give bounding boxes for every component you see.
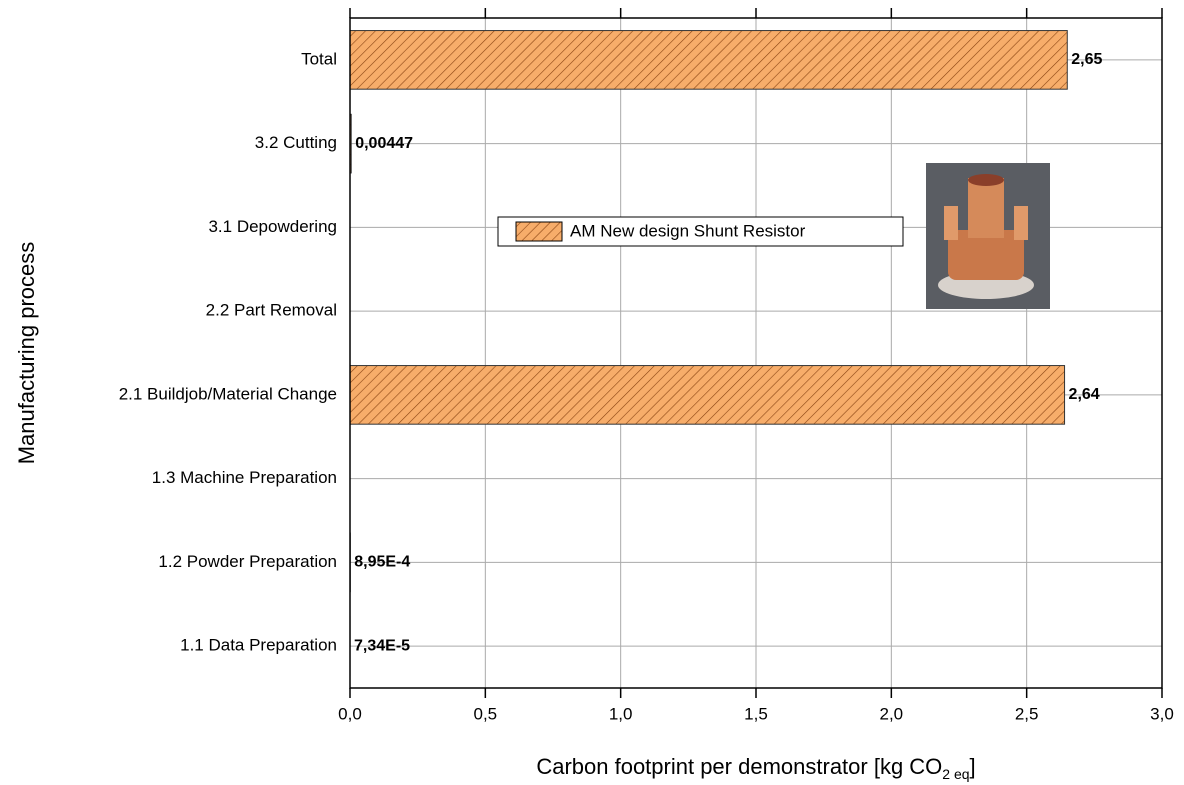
data-label: 2,65 [1071,51,1102,68]
bar [350,366,1065,425]
photo-post [944,206,958,240]
y-axis-title: Manufacturing process [14,242,39,465]
x-tick-label: 1,0 [609,704,633,723]
x-tick-label: 2,5 [1015,704,1039,723]
photo-top [968,174,1004,186]
photo-core [968,178,1004,238]
y-tick-label: 3.1 Depowdering [208,217,337,236]
x-axis-title: Carbon footprint per demonstrator [kg CO… [536,754,975,782]
y-tick-label: Total [301,49,337,68]
x-tick-label: 3,0 [1150,704,1174,723]
data-label: 8,95E-4 [354,554,410,571]
y-tick-label: 1.1 Data Preparation [180,636,337,655]
x-tick-label: 1,5 [744,704,768,723]
chart: Carbon footprint per demonstrator [kg CO… [0,0,1184,785]
photo [926,163,1050,309]
legend-label: AM New design Shunt Resistor [570,221,806,240]
legend: AM New design Shunt Resistor [498,217,903,246]
legend-swatch [516,222,562,241]
y-tick-label: 1.3 Machine Preparation [152,468,337,487]
y-tick-label: 3.2 Cutting [255,133,337,152]
data-label: 0,00447 [355,135,413,152]
y-tick-label: 2.1 Buildjob/Material Change [119,384,337,403]
data-label: 2,64 [1069,386,1100,403]
x-tick-label: 0,0 [338,704,362,723]
y-tick-label: 1.2 Powder Preparation [158,552,337,571]
data-label: 7,34E-5 [354,637,410,654]
y-tick-label: 2.2 Part Removal [206,301,337,320]
bar [350,31,1067,90]
x-tick-label: 2,0 [880,704,904,723]
x-tick-label: 0,5 [474,704,498,723]
photo-post [1014,206,1028,240]
